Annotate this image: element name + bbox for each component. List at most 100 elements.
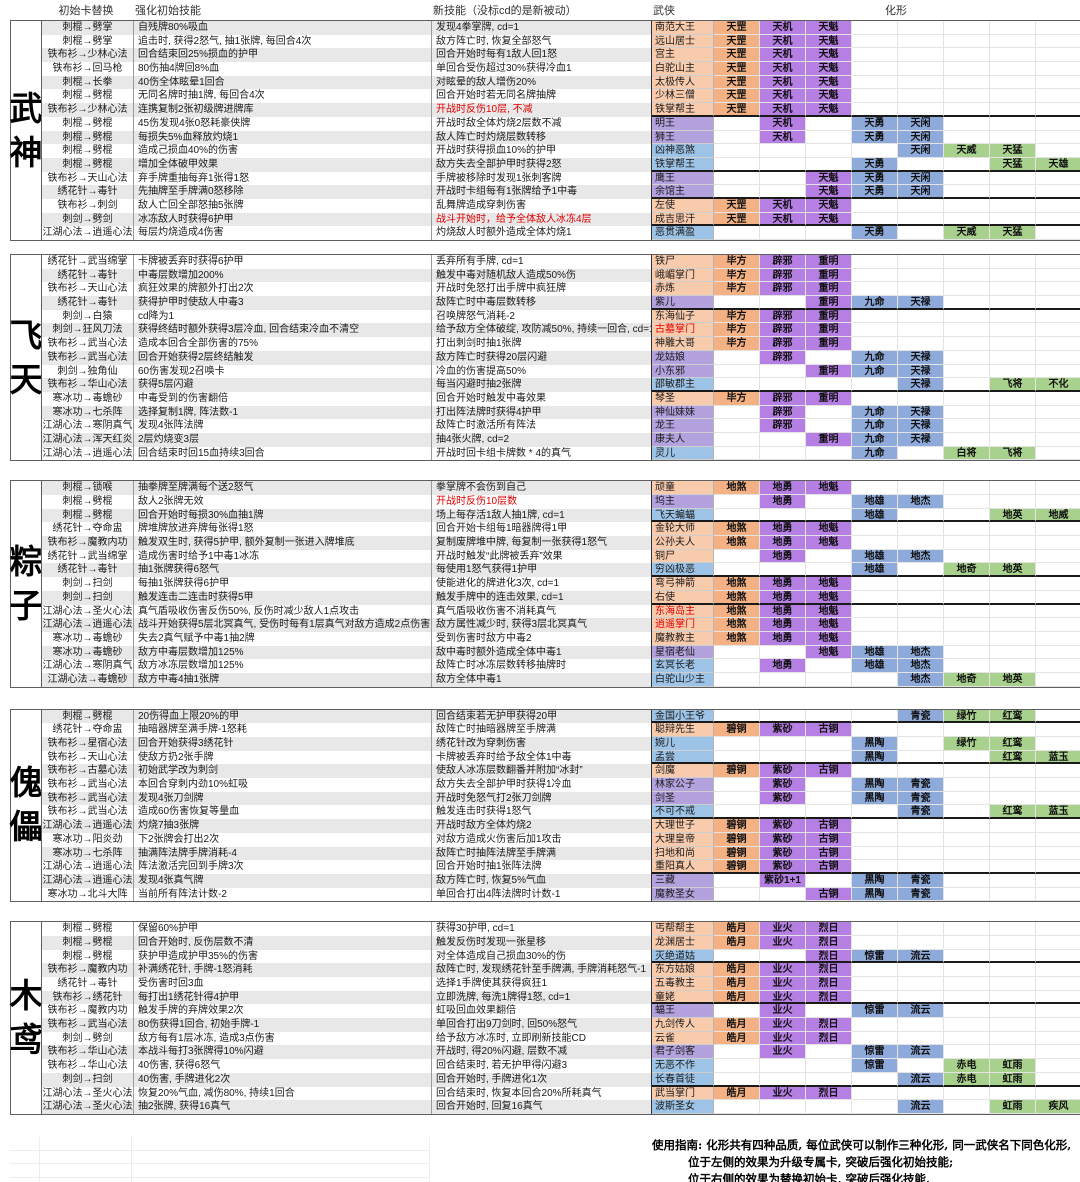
morph-empty-cell [714, 144, 760, 158]
table-row: 江湖心法→圣火心法 恢复20%气血, 减伤80%, 持续1回合 回合结束时, 恢复本… [42, 1086, 1080, 1101]
table-body: 武神刺棍→劈掌 自残牌80%吸血 发现4拳掌牌, cd=1 南范大王 天罡 天机 天魁 刺棍→… [0, 20, 1080, 1115]
morph-cell: 地雄 [852, 659, 898, 673]
table-row: 铁布衫→少林心法 回合结束回25%损血的护甲 回合开始时每有1敌人回1怒 宫主 天罡 天机… [42, 48, 1080, 63]
morph-cell: 地勇 [760, 481, 806, 495]
morph-empty-cell [806, 446, 852, 461]
table-row: 江湖心法→逍遥心法 阵法激活完回到手牌3次 回合开始时抽1张阵法牌 重阳真人 碧铜 紫砂古… [42, 860, 1080, 874]
morph-cell: 黑陶 [852, 887, 898, 902]
morph-empty-cell [898, 481, 944, 495]
morph-cell: 黑陶 [852, 737, 898, 751]
hero-cell: 金轮大师 [652, 522, 714, 537]
morph-empty-cell [852, 805, 898, 820]
hero-cell: 古墓掌门 [652, 323, 714, 338]
morph-empty-cell [806, 563, 852, 578]
card-cell: 铁布衫→武当心法 [42, 350, 134, 365]
morph-cell: 天机 [760, 103, 806, 117]
morph-cell: 地魁 [806, 481, 852, 495]
morph-empty-cell [1036, 406, 1080, 420]
morph-empty-cell [944, 1031, 990, 1046]
empty-cell [40, 1136, 132, 1151]
morph-empty-cell [714, 1004, 760, 1019]
table-row: 铁布衫→魔教内功 触发双生时, 获得5护甲, 额外复制一张进入牌堆底 复制废牌堆中牌… [42, 536, 1080, 550]
morph-empty-cell [852, 846, 898, 861]
morph-cell: 紫砂 [760, 791, 806, 806]
morph-empty-cell [990, 391, 1036, 406]
morph-empty-cell [944, 48, 990, 63]
morph-cell: 辟邪 [760, 350, 806, 365]
card-cell: 刺棍→劈棍 [42, 116, 134, 131]
card-cell: 寒冰功→北斗大阵 [42, 887, 134, 902]
table-row: 铁布衫→天山心法 使敌方扔2张手牌 卡牌被丢弃时给予敌全体1中毒 孟尝 黑陶 红鸾 蓝玉 [42, 750, 1080, 765]
morph-empty-cell [944, 75, 990, 90]
morph-cell: 天魁 [806, 171, 852, 186]
table-row: 寒冰功→毒蟾砂 敌方中毒层数增加125% 敌中毒时额外造成全体中毒1 星宿老仙 地魁 地雄… [42, 645, 1080, 660]
morph-empty-cell [898, 590, 944, 605]
morph-cell: 业火 [760, 922, 806, 936]
morph-empty-cell [898, 846, 944, 861]
card-cell: 江湖心法→圣火心法 [42, 604, 134, 619]
table-row: 江湖心法→逍遥心法 发现4张真气牌 敌方阵亡时, 恢复5%气血 三藏 紫砂1+1 黑陶 青瓷 [42, 873, 1080, 888]
morph-cell: 青瓷 [898, 805, 944, 820]
morph-empty-cell [852, 977, 898, 991]
card-cell: 江湖心法→圣火心法 [42, 1100, 134, 1114]
morph-empty-cell [806, 778, 852, 792]
card-cell: 铁布衫→武当心法 [42, 805, 134, 820]
morph-cell: 地威 [1036, 508, 1080, 523]
new-skill-cell: 回合开始时, 回复16真气 [432, 1100, 652, 1114]
skill-cell: 中毒受到的伤害翻倍 [134, 391, 432, 406]
morph-cell: 青瓷 [898, 791, 944, 806]
morph-empty-cell [898, 48, 944, 63]
morph-cell: 天禄 [898, 405, 944, 420]
new-skill-cell: 抽4张火牌, cd=2 [432, 432, 652, 447]
skill-cell: 选择复制1牌, 阵法数-1 [134, 405, 432, 420]
morph-empty-cell [944, 846, 990, 861]
skill-cell: 中毒层数增加200% [134, 268, 432, 283]
morph-empty-cell [990, 922, 1036, 936]
table-row: 刺棍→劈棍 回合开始时每损30%血抽1牌 场上每存活1敌人抽1牌, cd=1 飞天蝙蝠… [42, 508, 1080, 523]
skill-cell: 40伤害, 获得6怒气 [134, 1059, 432, 1073]
morph-empty-cell [898, 631, 944, 646]
morph-empty-cell [898, 577, 944, 591]
card-cell: 刺剑→劈剑 [42, 212, 134, 227]
skill-cell: 先抽牌至手牌满0怒移除 [134, 185, 432, 199]
morph-cell: 毕方 [714, 255, 760, 269]
morph-cell: 天机 [760, 48, 806, 63]
morph-empty-cell [898, 282, 944, 297]
table-row: 寒冰功→北斗大阵 当前所有阵法计数-2 单回合打出4阵法牌时计数-1 魔教圣女 古铜 黑陶… [42, 887, 1080, 902]
morph-empty-cell [852, 34, 898, 49]
card-cell: 铁布衫→刺剑 [42, 198, 134, 213]
table-row: 江湖心法→圣火心法 抽2张牌, 获得16真气 回合开始时, 回复16真气 波斯圣女 流云… [42, 1100, 1080, 1114]
morph-empty-cell [898, 268, 944, 283]
skill-cell: 造成己损血40%的伤害 [134, 144, 432, 158]
morph-empty-cell [1036, 310, 1080, 324]
morph-cell: 天魁 [806, 212, 852, 227]
skill-cell: 发现4张真气牌 [134, 873, 432, 888]
skill-cell: 失去2真气赋予中毒1抽2牌 [134, 631, 432, 646]
morph-empty-cell [944, 405, 990, 420]
morph-cell: 黑陶 [852, 873, 898, 888]
morph-cell: 天禄 [898, 350, 944, 365]
hero-cell: 孟尝 [652, 750, 714, 765]
new-skill-cell: 开战时反伤10层, 不减 [432, 103, 652, 117]
morph-empty-cell [944, 963, 990, 977]
new-skill-cell: 选择1手牌使其获得疯狂1 [432, 977, 652, 991]
new-skill-cell: 冷血的伤害提高50% [432, 364, 652, 379]
morph-empty-cell [898, 62, 944, 76]
table-row: 铁布衫→魔教内功 触发手牌的弃牌效果2次 虹吸回血效果翻倍 蝠王 业火 惊雷 流云 [42, 1004, 1080, 1019]
morph-empty-cell [852, 1100, 898, 1114]
card-cell: 绣花针→武当绵掌 [42, 549, 134, 564]
morph-empty-cell [898, 1018, 944, 1032]
morph-empty-cell [852, 48, 898, 63]
morph-empty-cell [898, 764, 944, 779]
hero-cell: 神雕大哥 [652, 337, 714, 351]
morph-cell: 业火 [760, 1004, 806, 1019]
morph-empty-cell [714, 419, 760, 433]
skill-cell: 45伤发现4张0怒耗豪侠牌 [134, 116, 432, 131]
card-cell: 铁布衫→天山心法 [42, 282, 134, 297]
morph-empty-cell [714, 750, 760, 765]
morph-empty-cell [714, 130, 760, 145]
morph-empty-cell [714, 563, 760, 578]
new-skill-cell: 开战时触发“此牌被丢弃”效果 [432, 549, 652, 564]
morph-empty-cell [1036, 591, 1080, 605]
morph-empty-cell [1036, 481, 1080, 495]
